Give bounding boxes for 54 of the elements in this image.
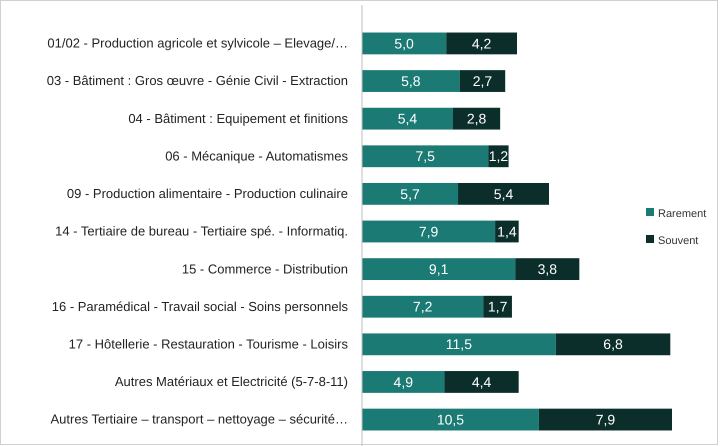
bar	[362, 220, 496, 242]
y-tick-label: 16 - Paramédical - Travail social - Soins personnels	[52, 298, 348, 314]
bar	[362, 408, 539, 430]
data-label: 4,9	[394, 374, 414, 390]
y-tick-label: 15 - Commerce - Distribution	[182, 261, 348, 276]
bar	[538, 408, 672, 430]
data-label: 4,4	[472, 374, 492, 390]
data-label: 7,2	[412, 298, 433, 315]
bar	[556, 333, 670, 356]
y-tick-label: 04 - Bâtiment : Equipement et finitions	[128, 110, 348, 126]
data-label: 5,4	[494, 186, 514, 202]
bar	[515, 258, 580, 280]
bar	[362, 145, 488, 168]
data-label: 10,5	[436, 411, 464, 428]
data-label: 5,8	[401, 72, 421, 89]
data-label: 11,5	[446, 336, 472, 352]
bar	[362, 333, 556, 356]
data-label: 5,7	[400, 186, 420, 202]
y-tick-label: 06 - Mécanique - Automatismes	[165, 148, 348, 164]
bar	[458, 182, 550, 205]
bar	[362, 70, 460, 92]
data-label: 5,0	[394, 35, 414, 52]
bar	[362, 32, 446, 54]
bar	[362, 182, 458, 205]
data-label: 7,5	[415, 148, 436, 164]
bar	[362, 296, 484, 318]
data-label: 1,2	[488, 148, 508, 164]
data-label: 1,7	[488, 298, 508, 315]
bar	[362, 371, 445, 393]
data-label: 2,8	[466, 110, 487, 127]
data-label: 3,8	[538, 261, 558, 278]
data-label: 1,4	[497, 223, 517, 240]
legend-label: Souvent	[658, 234, 698, 247]
data-label: 7,9	[596, 411, 616, 428]
data-label: 9,1	[428, 261, 449, 278]
y-tick-label: 17 - Hôtellerie - Restauration - Tourisme - Loisirs	[68, 336, 348, 352]
data-label: 2,7	[472, 72, 492, 89]
y-tick-label: 01/02 - Production agricole et sylvicole – Elevage/…	[47, 36, 348, 51]
data-label: 5,4	[398, 110, 418, 127]
bar	[444, 371, 519, 393]
data-label: 6,8	[603, 336, 623, 352]
y-tick-label: Autres Matériaux et Electricité (5-7-8-11)	[114, 374, 348, 390]
data-label: 4,2	[472, 35, 492, 52]
y-tick-label: 14 - Tertiaire de bureau - Tertiaire spé. - Informatiq.	[55, 224, 348, 239]
bar	[362, 258, 516, 280]
bar	[460, 70, 506, 92]
bar	[362, 108, 453, 130]
y-tick-label: Autres Tertiaire – transport – nettoyage – sécurité…	[50, 412, 348, 427]
data-label: 7,9	[418, 223, 438, 240]
y-tick-label: 09 - Production alimentaire - Production culinaire	[66, 186, 348, 202]
legend-label: Rarement	[658, 208, 706, 220]
y-tick-label: 03 - Bâtiment : Gros œuvre - Génie Civil - Extraction	[46, 73, 348, 88]
bar	[446, 32, 517, 54]
bar	[452, 108, 500, 130]
